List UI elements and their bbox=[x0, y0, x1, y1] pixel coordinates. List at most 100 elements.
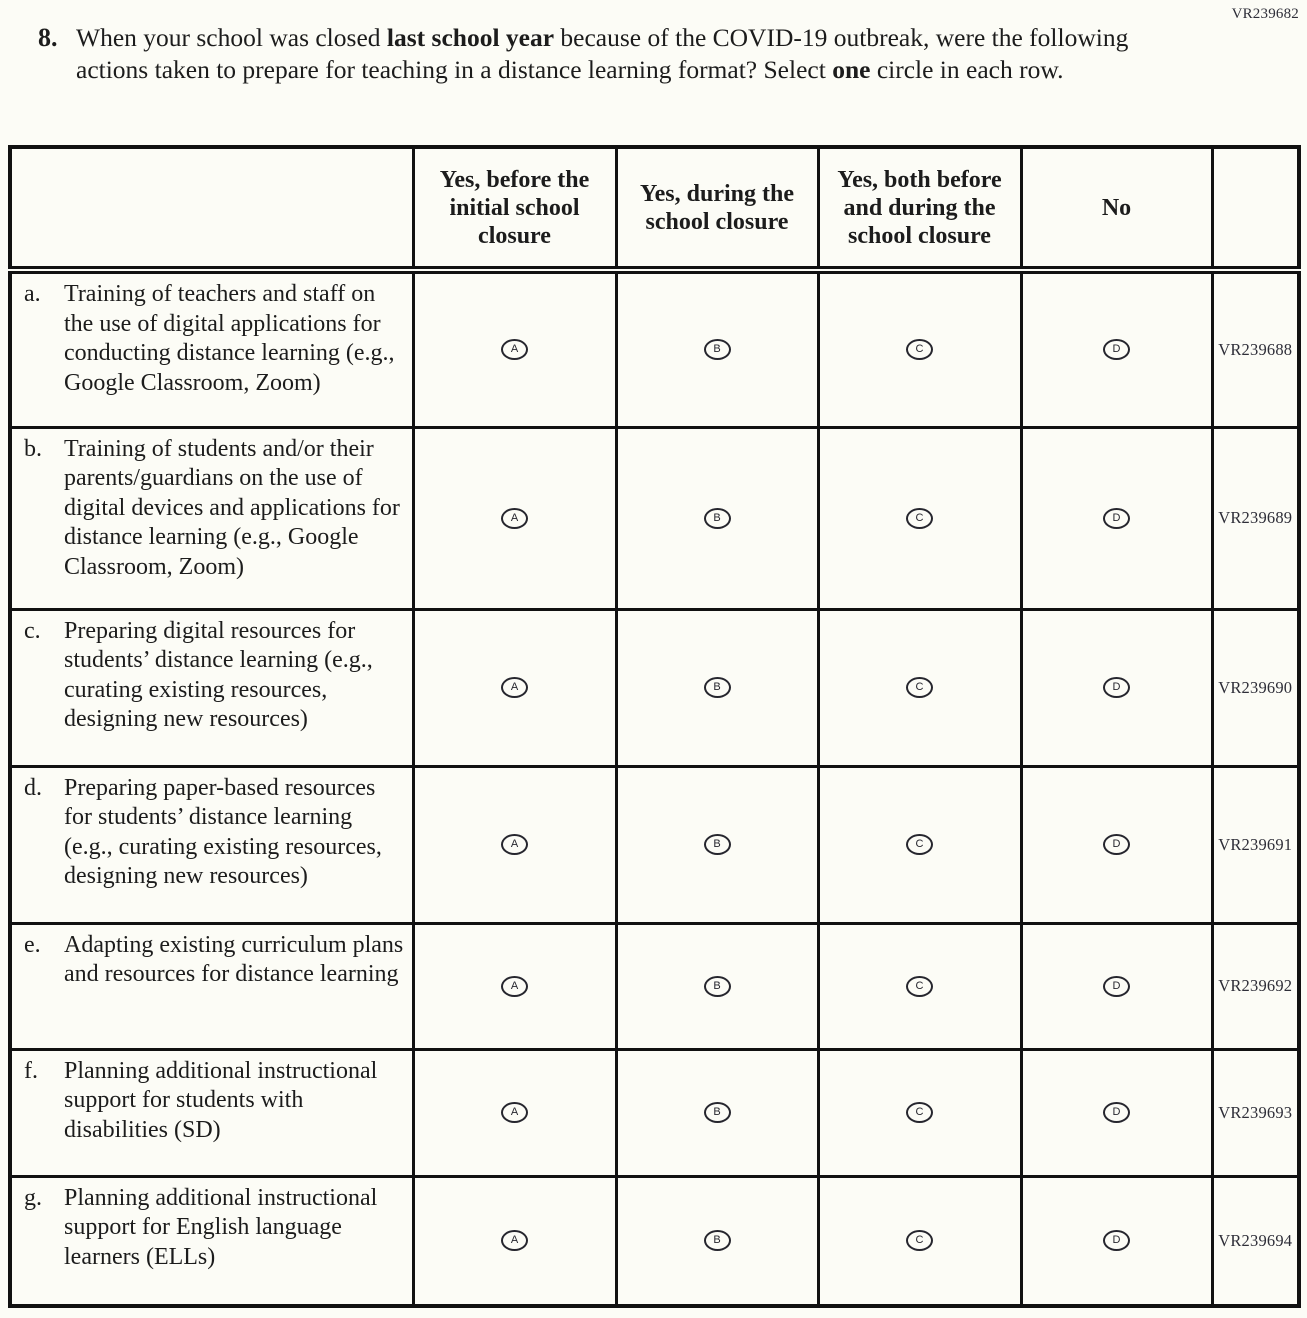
question-part2: because of the COVID-19 outbreak, were t… bbox=[76, 23, 1129, 84]
answer-bubble-a[interactable]: A bbox=[501, 339, 528, 361]
header-col-no: No bbox=[1019, 145, 1214, 274]
row-label-cell: g. Planning additional instructional sup… bbox=[8, 1174, 415, 1308]
table-row-f: f. Planning additional instructional sup… bbox=[8, 1047, 1301, 1178]
option-cell-yes-before: A bbox=[411, 607, 618, 768]
answer-bubble-b[interactable]: B bbox=[703, 339, 731, 361]
option-cell-yes-both: C bbox=[816, 1047, 1023, 1178]
row-marker: b. bbox=[24, 435, 42, 462]
answer-bubble-b[interactable]: B bbox=[703, 677, 731, 698]
table-row-d: d. Preparing paper-based resources for s… bbox=[8, 764, 1301, 925]
option-cell-yes-during: B bbox=[614, 425, 820, 611]
option-cell-no: D bbox=[1019, 921, 1214, 1051]
table-row-g: g. Planning additional instructional sup… bbox=[8, 1174, 1301, 1308]
row-label-cell: a. Training of teachers and staff on the… bbox=[8, 268, 415, 429]
option-cell-yes-both: C bbox=[816, 1174, 1023, 1308]
option-cell-yes-before: A bbox=[411, 921, 618, 1051]
row-text: Preparing paper-based resources for stud… bbox=[64, 774, 382, 890]
row-vr-code: VR239694 bbox=[1210, 1174, 1301, 1308]
row-marker: d. bbox=[24, 774, 42, 801]
row-label-cell: f. Planning additional instructional sup… bbox=[8, 1047, 415, 1178]
row-label-cell: c. Preparing digital resources for stude… bbox=[8, 607, 415, 768]
question-part1: When your school was closed bbox=[76, 23, 387, 52]
answer-bubble-b[interactable]: B bbox=[703, 834, 731, 855]
answer-bubble-d[interactable]: D bbox=[1103, 677, 1130, 698]
answer-bubble-c[interactable]: C bbox=[906, 975, 933, 997]
answer-bubble-c[interactable]: C bbox=[906, 1102, 933, 1123]
row-marker: c. bbox=[24, 617, 41, 644]
header-empty-code bbox=[1210, 145, 1301, 274]
answer-bubble-a[interactable]: A bbox=[501, 507, 528, 529]
answer-bubble-c[interactable]: C bbox=[906, 677, 933, 698]
header-col-yes-during: Yes, during the school closure bbox=[614, 145, 820, 274]
answer-bubble-c[interactable]: C bbox=[906, 339, 933, 361]
row-vr-code: VR239693 bbox=[1210, 1047, 1301, 1178]
option-cell-yes-before: A bbox=[411, 1174, 618, 1308]
option-cell-yes-before: A bbox=[411, 1047, 618, 1178]
row-vr-code: VR239690 bbox=[1210, 607, 1301, 768]
answer-bubble-a[interactable]: A bbox=[501, 677, 528, 698]
option-cell-yes-during: B bbox=[614, 1047, 820, 1178]
option-cell-yes-both: C bbox=[816, 764, 1023, 925]
header-col-yes-before: Yes, before the initial school closure bbox=[411, 145, 618, 274]
answer-bubble-b[interactable]: B bbox=[703, 507, 731, 529]
row-vr-code: VR239688 bbox=[1210, 268, 1301, 429]
option-cell-no: D bbox=[1019, 607, 1214, 768]
answer-bubble-b[interactable]: B bbox=[703, 1102, 731, 1123]
question-text: When your school was closed last school … bbox=[76, 22, 1206, 86]
option-cell-yes-during: B bbox=[614, 764, 820, 925]
row-label-cell: b. Training of students and/or their par… bbox=[8, 425, 415, 611]
option-cell-yes-both: C bbox=[816, 268, 1023, 429]
answer-bubble-d[interactable]: D bbox=[1103, 834, 1130, 855]
option-cell-no: D bbox=[1019, 764, 1214, 925]
option-cell-yes-before: A bbox=[411, 764, 618, 925]
row-marker: f. bbox=[24, 1057, 38, 1084]
page-vr-code: VR239682 bbox=[1231, 6, 1299, 22]
row-text: Preparing digital resources for students… bbox=[64, 617, 373, 733]
table-row-c: c. Preparing digital resources for stude… bbox=[8, 607, 1301, 768]
row-text: Planning additional instructional suppor… bbox=[64, 1057, 378, 1143]
question-bold2: one bbox=[832, 55, 871, 84]
option-cell-yes-before: A bbox=[411, 268, 618, 429]
answer-bubble-d[interactable]: D bbox=[1103, 507, 1130, 529]
answer-bubble-a[interactable]: A bbox=[501, 975, 528, 997]
question-bold1: last school year bbox=[386, 23, 555, 52]
row-label-cell: e. Adapting existing curriculum plans an… bbox=[8, 921, 415, 1051]
answer-bubble-c[interactable]: C bbox=[906, 1230, 933, 1252]
option-cell-yes-both: C bbox=[816, 607, 1023, 768]
option-cell-yes-both: C bbox=[816, 425, 1023, 611]
row-vr-code: VR239689 bbox=[1210, 425, 1301, 611]
row-vr-code: VR239692 bbox=[1210, 921, 1301, 1051]
option-cell-no: D bbox=[1019, 425, 1214, 611]
answer-bubble-c[interactable]: C bbox=[906, 834, 933, 855]
answer-bubble-a[interactable]: A bbox=[501, 834, 528, 855]
answer-bubble-c[interactable]: C bbox=[906, 507, 933, 529]
row-text: Planning additional instructional suppor… bbox=[64, 1184, 378, 1270]
answer-bubble-b[interactable]: B bbox=[703, 1230, 731, 1252]
option-cell-yes-during: B bbox=[614, 607, 820, 768]
answer-bubble-d[interactable]: D bbox=[1103, 339, 1130, 361]
response-matrix-table: Yes, before the initial school closure Y… bbox=[8, 145, 1301, 1308]
table-row-e: e. Adapting existing curriculum plans an… bbox=[8, 921, 1301, 1051]
row-marker: a. bbox=[24, 281, 41, 307]
answer-bubble-d[interactable]: D bbox=[1103, 975, 1130, 997]
row-marker: g. bbox=[24, 1184, 42, 1211]
option-cell-yes-during: B bbox=[614, 921, 820, 1051]
table-row-b: b. Training of students and/or their par… bbox=[8, 425, 1301, 611]
answer-bubble-b[interactable]: B bbox=[703, 975, 731, 997]
question-number: 8. bbox=[38, 23, 58, 52]
answer-bubble-d[interactable]: D bbox=[1103, 1102, 1130, 1123]
row-text: Training of teachers and staff on the us… bbox=[64, 281, 395, 396]
answer-bubble-a[interactable]: A bbox=[501, 1230, 528, 1252]
option-cell-no: D bbox=[1019, 1047, 1214, 1178]
answer-bubble-a[interactable]: A bbox=[501, 1102, 528, 1123]
header-col-yes-both: Yes, both before and during the school c… bbox=[816, 145, 1023, 274]
option-cell-no: D bbox=[1019, 268, 1214, 429]
row-text: Adapting existing curriculum plans and r… bbox=[64, 931, 404, 988]
option-cell-yes-during: B bbox=[614, 1174, 820, 1308]
row-marker: e. bbox=[24, 931, 41, 958]
question-block: 8. When your school was closed last scho… bbox=[0, 0, 1307, 86]
option-cell-yes-both: C bbox=[816, 921, 1023, 1051]
header-row: Yes, before the initial school closure Y… bbox=[8, 145, 1301, 274]
answer-bubble-d[interactable]: D bbox=[1103, 1230, 1130, 1252]
